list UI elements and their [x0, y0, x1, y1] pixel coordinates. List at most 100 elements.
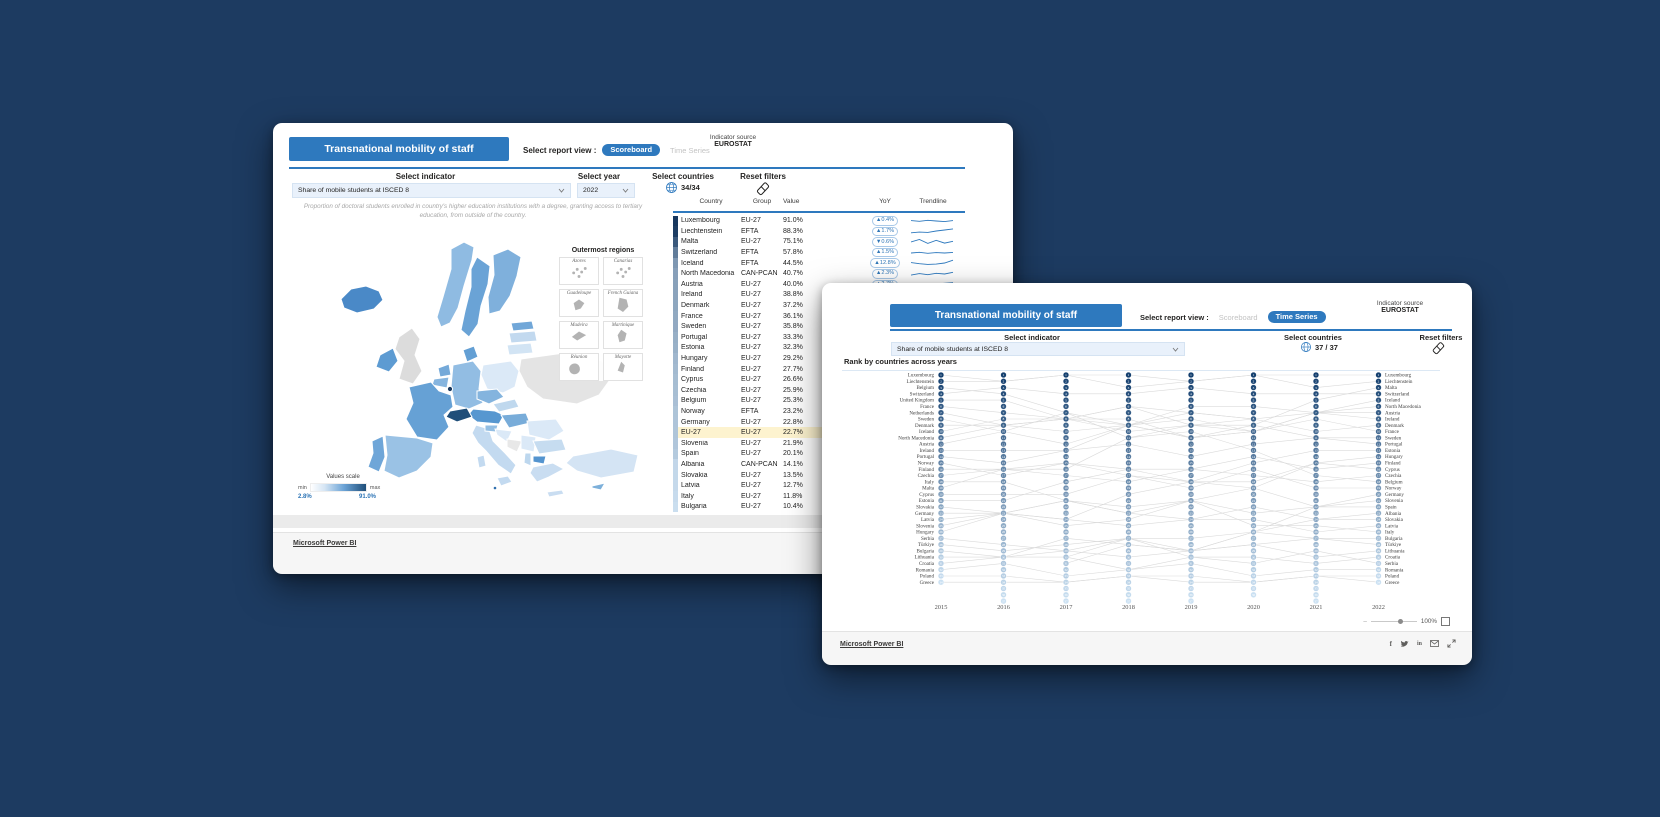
table-row-slovakia[interactable]: Slovakia EU-27 13.5%	[673, 469, 965, 481]
view-timeseries-button[interactable]: Time Series	[1267, 311, 1326, 323]
col-header-yoy[interactable]: YoY	[879, 198, 891, 205]
outermost-region-madeira[interactable]: Madeira	[559, 321, 599, 349]
table-row-belgium[interactable]: Belgium EU-27 25.3%	[673, 395, 965, 407]
table-row-france[interactable]: France EU-27 36.1%	[673, 310, 965, 322]
cell-group: EU-27	[741, 439, 761, 447]
outermost-region-azores[interactable]: Azores	[559, 257, 599, 285]
col-header-value[interactable]: Value	[783, 198, 800, 205]
svg-text:18: 18	[1002, 480, 1006, 484]
view-scoreboard-button[interactable]: Scoreboard	[1218, 312, 1258, 322]
table-row-slovenia[interactable]: Slovenia EU-27 21.9%	[673, 437, 965, 449]
svg-text:16: 16	[939, 467, 943, 471]
table-row-switzerland[interactable]: Switzerland EFTA 57.8% ▲1.5%	[673, 247, 965, 258]
table-row-norway[interactable]: Norway EFTA 23.2%	[673, 406, 965, 417]
table-row-ireland[interactable]: Ireland EU-27 38.8%	[673, 289, 965, 301]
powerbi-brand-link[interactable]: Microsoft Power BI	[840, 641, 904, 648]
table-row-czechia[interactable]: Czechia EU-27 25.9%	[673, 385, 965, 396]
table-row-eu-27[interactable]: EU-27 EU-27 22.7%	[673, 427, 965, 438]
svg-text:Poland: Poland	[1385, 574, 1400, 580]
linkedin-icon[interactable]: in	[1416, 640, 1422, 647]
cell-yoy: ▼0.6%	[865, 237, 905, 247]
zoom-slider[interactable]	[1370, 618, 1417, 624]
rank-node-columns[interactable]: 1234567891011121314151617181920212223242…	[937, 371, 1382, 605]
svg-text:2: 2	[1128, 379, 1130, 383]
indicator-dropdown[interactable]: Share of mobile students at ISCED 8	[891, 342, 1185, 356]
reset-filters-label: Reset filters	[740, 172, 786, 181]
svg-text:1: 1	[1190, 373, 1192, 377]
sparkline-trend	[911, 259, 954, 266]
col-header-trendline[interactable]: Trendline	[919, 198, 947, 205]
table-row-denmark[interactable]: Denmark EU-27 37.2%	[673, 300, 965, 311]
table-row-malta[interactable]: Malta EU-27 75.1% ▼0.6%	[673, 236, 965, 248]
rank-bump-chart[interactable]: 1234567891011121314151617181920212223242…	[822, 353, 1472, 613]
reset-filters-eraser-icon[interactable]	[754, 179, 771, 196]
svg-text:27: 27	[1252, 536, 1256, 540]
cell-country: North Macedonia	[681, 270, 735, 278]
table-row-sweden[interactable]: Sweden EU-27 35.8%	[673, 321, 965, 333]
reset-filters-eraser-icon[interactable]	[1430, 339, 1446, 355]
svg-text:Norway: Norway	[918, 461, 935, 467]
svg-text:9: 9	[1378, 423, 1380, 427]
svg-text:6: 6	[1128, 405, 1130, 409]
svg-text:France: France	[1385, 429, 1400, 435]
svg-text:29: 29	[1377, 549, 1381, 553]
svg-text:2021: 2021	[1310, 604, 1323, 611]
svg-text:Ireland: Ireland	[920, 448, 935, 454]
svg-text:5: 5	[1378, 398, 1380, 402]
svg-text:27: 27	[1314, 536, 1318, 540]
year-dropdown[interactable]: 2022	[577, 183, 635, 198]
email-icon[interactable]	[1430, 640, 1439, 647]
zoom-slider-handle[interactable]	[1398, 618, 1404, 624]
table-row-bulgaria[interactable]: Bulgaria EU-27 10.4%	[673, 501, 965, 513]
table-row-hungary[interactable]: Hungary EU-27 29.2%	[673, 353, 965, 364]
twitter-icon[interactable]	[1400, 640, 1409, 648]
facebook-icon[interactable]: f	[1389, 639, 1392, 648]
table-row-cyprus[interactable]: Cyprus EU-27 26.6%	[673, 374, 965, 385]
outermost-region-r-union[interactable]: Réunion	[559, 353, 599, 381]
table-row-germany[interactable]: Germany EU-27 22.8%	[673, 416, 965, 428]
table-row-portugal[interactable]: Portugal EU-27 33.3%	[673, 332, 965, 343]
fullscreen-icon[interactable]	[1447, 639, 1456, 648]
table-row-finland[interactable]: Finland EU-27 27.7%	[673, 363, 965, 375]
cell-value: 75.1%	[783, 238, 803, 246]
indicator-dropdown[interactable]: Share of mobile students at ISCED 8	[292, 183, 571, 198]
view-scoreboard-button[interactable]: Scoreboard	[602, 144, 661, 156]
svg-text:6: 6	[1253, 405, 1255, 409]
fit-to-page-icon[interactable]	[1441, 617, 1450, 626]
table-row-estonia[interactable]: Estonia EU-27 32.3%	[673, 342, 965, 354]
zoom-minus[interactable]: –	[1363, 618, 1367, 625]
countries-slicer[interactable]: 37 / 37	[1300, 341, 1338, 353]
svg-text:25: 25	[1252, 524, 1256, 528]
table-row-spain[interactable]: Spain EU-27 20.1%	[673, 448, 965, 460]
outermost-region-martinique[interactable]: Martinique	[603, 321, 643, 349]
powerbi-brand-link[interactable]: Microsoft Power BI	[293, 540, 357, 547]
countries-slicer[interactable]: 34/34	[665, 181, 700, 194]
table-row-iceland[interactable]: Iceland EFTA 44.5% ▲12.8%	[673, 257, 965, 269]
table-row-albania[interactable]: Albania CAN-PCAN 14.1%	[673, 459, 965, 470]
svg-text:Italy: Italy	[925, 479, 935, 485]
svg-text:11: 11	[939, 436, 943, 440]
svg-text:13: 13	[1127, 449, 1131, 453]
map-country-belgium	[431, 376, 450, 389]
cell-group: EU-27	[741, 291, 761, 299]
col-header-country[interactable]: Country	[699, 198, 723, 205]
countries-count: 34/34	[681, 183, 700, 192]
view-timeseries-button[interactable]: Time Series	[670, 145, 710, 155]
svg-text:11: 11	[1314, 436, 1318, 440]
table-row-luxembourg[interactable]: Luxembourg EU-27 91.0% ▲0.4%	[673, 215, 965, 227]
outermost-region-french-guiana[interactable]: French Guiana	[603, 289, 643, 317]
cell-country: Liechtenstein	[681, 227, 723, 235]
cell-value: 10.4%	[783, 503, 803, 511]
table-row-latvia[interactable]: Latvia EU-27 12.7%	[673, 480, 965, 491]
table-row-north-macedonia[interactable]: North Macedonia CAN-PCAN 40.7% ▲2.3%	[673, 268, 965, 280]
col-header-group[interactable]: Group	[752, 198, 772, 205]
table-row-liechtenstein[interactable]: Liechtenstein EFTA 88.3% ▲1.7%	[673, 226, 965, 237]
svg-text:9: 9	[1128, 423, 1130, 427]
table-row-italy[interactable]: Italy EU-27 11.8%	[673, 490, 965, 502]
svg-text:19: 19	[1189, 486, 1193, 490]
svg-text:5: 5	[1253, 398, 1255, 402]
outermost-region-mayotte[interactable]: Mayotte	[603, 353, 643, 381]
svg-text:8: 8	[1065, 417, 1067, 421]
outermost-region-guadeloupe[interactable]: Guadeloupe	[559, 289, 599, 317]
outermost-region-canarias[interactable]: Canarias	[603, 257, 643, 285]
